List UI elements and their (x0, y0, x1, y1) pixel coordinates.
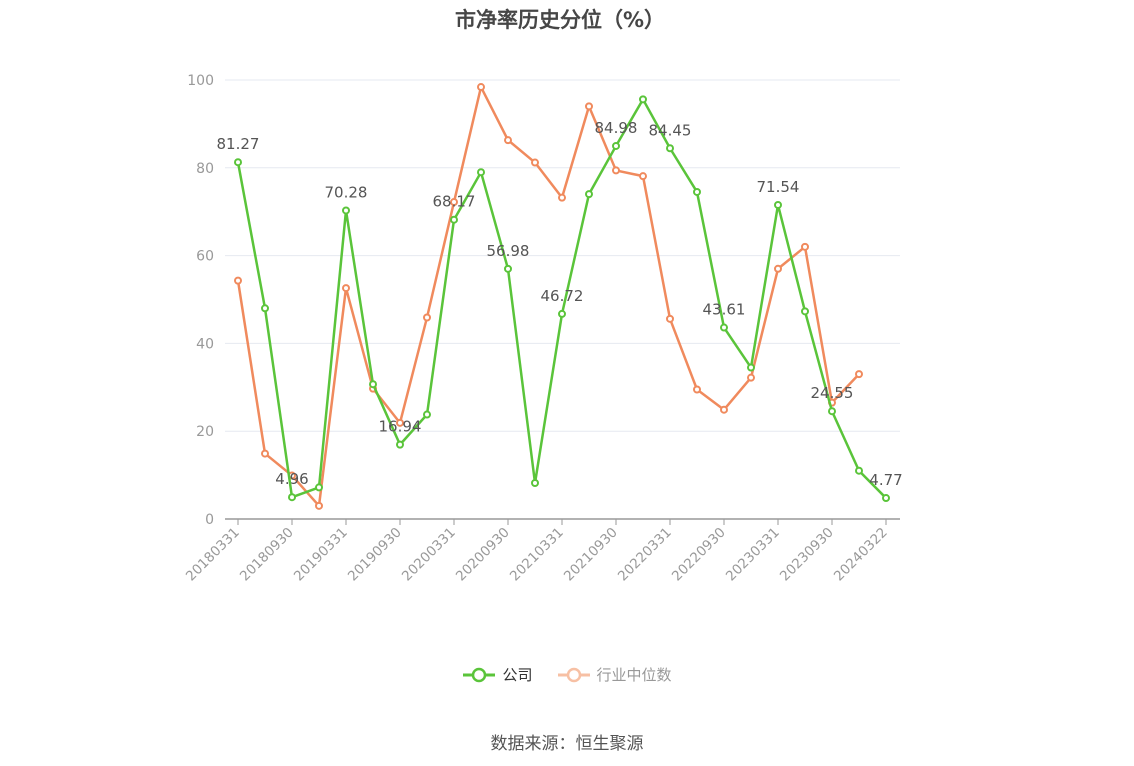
x-tick-label: 20220331 (615, 525, 675, 585)
x-tick-label: 20180331 (183, 525, 243, 585)
company-point (639, 95, 647, 104)
company-point (801, 307, 809, 316)
industry-point (774, 264, 782, 273)
company-point (855, 466, 863, 475)
legend-company-icon (463, 667, 496, 682)
data-label: 24.55 (811, 384, 854, 402)
company-point (693, 187, 701, 196)
x-tick-label: 20220930 (669, 525, 729, 585)
industry-point (693, 385, 701, 394)
series-company (234, 95, 890, 503)
x-tick-label: 20230331 (723, 525, 783, 585)
y-tick-label: 60 (196, 249, 214, 265)
industry-point (801, 242, 809, 251)
x-tick-label: 20200930 (453, 525, 513, 585)
industry-point (585, 102, 593, 111)
industry-point (234, 276, 242, 285)
company-point (261, 304, 269, 313)
company-point (450, 215, 458, 224)
grid-lines (225, 79, 900, 432)
industry-point (747, 373, 755, 382)
data-label: 70.28 (325, 183, 368, 201)
industry-point (855, 370, 863, 379)
legend-item-industry[interactable]: 行业中位数 (557, 664, 672, 685)
industry-point (639, 172, 647, 181)
x-tick-label: 20210930 (561, 525, 621, 585)
industry-point (342, 284, 350, 293)
industry-point (612, 166, 620, 175)
industry-point (396, 418, 404, 427)
legend-industry-icon (557, 667, 590, 682)
industry-point (666, 314, 674, 323)
legend-company-label: 公司 (502, 666, 533, 684)
company-point (396, 440, 404, 449)
source-note: 数据来源：恒生聚源 (490, 734, 644, 754)
company-point (342, 206, 350, 215)
y-tick-label: 100 (187, 73, 214, 89)
company-point (882, 494, 890, 503)
company-point (720, 323, 728, 332)
data-labels: 81.27 4.96 70.28 16.94 68.17 56.98 46.72 84.98 8… (217, 119, 903, 489)
data-label: 16.94 (379, 418, 422, 436)
industry-point (504, 136, 512, 145)
x-tick-label: 20210331 (507, 525, 567, 585)
legend: 公司 行业中位数 (0, 664, 1134, 685)
company-point (558, 309, 566, 318)
company-point (666, 144, 674, 153)
data-label: 68.17 (433, 193, 476, 211)
company-point (504, 264, 512, 273)
company-point (828, 407, 836, 416)
data-label: 4.96 (275, 470, 308, 488)
y-tick-label: 40 (196, 336, 214, 352)
company-point (774, 200, 782, 209)
industry-point (558, 193, 566, 202)
y-tick-label: 20 (196, 424, 214, 440)
data-label: 81.27 (217, 135, 260, 153)
industry-point (423, 313, 431, 322)
company-point (585, 190, 593, 199)
company-point (747, 363, 755, 372)
industry-point (450, 198, 458, 207)
industry-line (236, 85, 860, 508)
company-point (612, 141, 620, 150)
industry-point (531, 158, 539, 167)
data-label: 84.45 (649, 121, 692, 139)
x-tick-label: 20200331 (399, 525, 459, 585)
data-label: 4.77 (869, 471, 902, 489)
chart-title: 市净率历史分位（%） (454, 8, 666, 32)
industry-point (477, 83, 485, 92)
company-point (477, 168, 485, 177)
y-tick-label: 80 (196, 161, 214, 177)
data-label: 71.54 (757, 178, 800, 196)
x-tick-label: 20240322 (831, 525, 891, 585)
data-label: 46.72 (541, 287, 584, 305)
company-point (315, 483, 323, 492)
industry-point (315, 501, 323, 510)
y-tick-label: 0 (205, 512, 214, 528)
industry-point (720, 405, 728, 414)
x-tick-label: 20190331 (291, 525, 351, 585)
company-point (234, 158, 242, 167)
data-label: 84.98 (595, 119, 638, 137)
industry-point (261, 449, 269, 458)
data-label: 43.61 (703, 301, 746, 319)
company-point (288, 493, 296, 502)
company-point (423, 410, 431, 419)
x-tick-label: 20230930 (777, 525, 837, 585)
data-label: 56.98 (487, 242, 530, 260)
chart-plot: 0 20 40 60 80 100 2018033120180930201903312019… (183, 73, 903, 584)
company-point (369, 380, 377, 389)
company-point (531, 479, 539, 488)
legend-item-company[interactable]: 公司 (462, 664, 533, 685)
legend-industry-label: 行业中位数 (596, 666, 672, 684)
x-tick-label: 20190930 (345, 525, 405, 585)
x-tick-label: 20180930 (237, 525, 297, 585)
axes: 0 20 40 60 80 100 2018033120180930201903312019… (183, 73, 900, 584)
